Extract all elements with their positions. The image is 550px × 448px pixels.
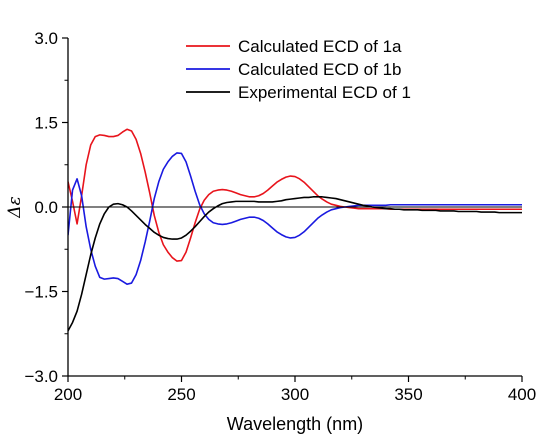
x-tick-label: 200 <box>54 385 82 404</box>
series-line-2 <box>68 152 522 285</box>
y-tick-label: 1.5 <box>34 114 58 133</box>
y-tick-label: 3.0 <box>34 29 58 48</box>
y-tick-label: −3.0 <box>24 367 58 386</box>
plot-lines <box>68 128 522 332</box>
x-axis-label: Wavelength (nm) <box>227 414 363 434</box>
series-line-3 <box>68 196 522 332</box>
x-tick-label: 350 <box>394 385 422 404</box>
x-tick-label: 250 <box>167 385 195 404</box>
legend-label-2: Calculated ECD of 1b <box>238 60 401 79</box>
x-tick-label: 400 <box>508 385 536 404</box>
ticks: 200 250 300 350 400 −3.0 −1.5 0.0 1.5 3.0 <box>24 29 536 404</box>
x-tick-label: 300 <box>281 385 309 404</box>
y-axis-label: Δε <box>5 196 25 218</box>
legend-label-1: Calculated ECD of 1a <box>238 37 402 56</box>
legend: Calculated ECD of 1a Calculated ECD of 1b… <box>186 37 411 102</box>
y-tick-label: 0.0 <box>34 198 58 217</box>
y-tick-label: −1.5 <box>24 283 58 302</box>
series-line-1 <box>68 128 522 262</box>
legend-label-3: Experimental ECD of 1 <box>238 83 411 102</box>
